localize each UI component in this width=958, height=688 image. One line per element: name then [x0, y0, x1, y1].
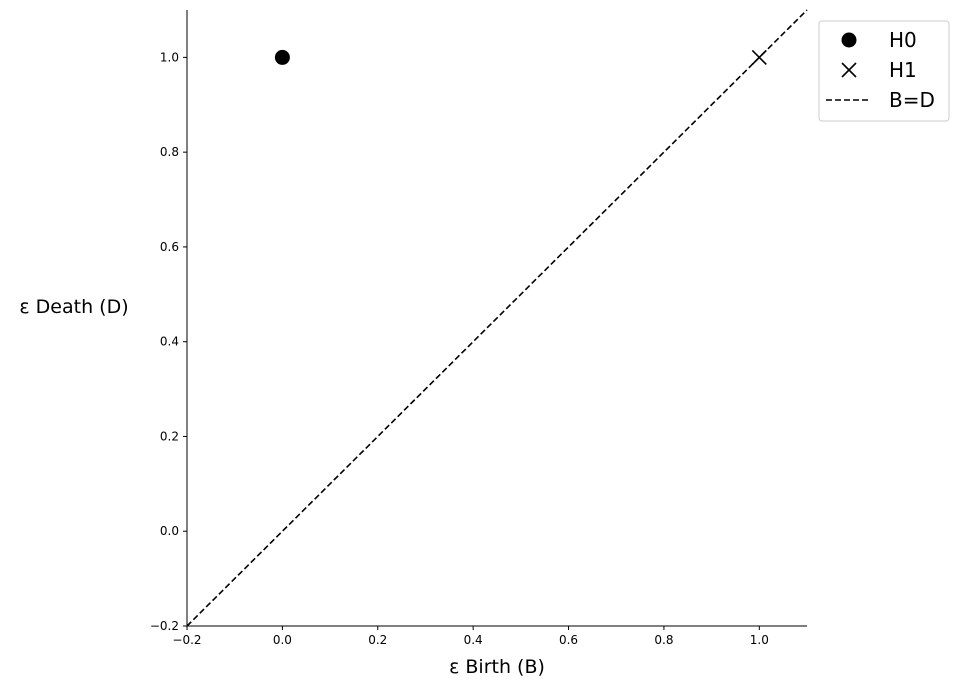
h0-point [274, 49, 290, 65]
x-tick-label: −0.2 [172, 633, 201, 647]
x-tick-label: 0.4 [464, 633, 483, 647]
x-axis-title: ε Birth (B) [449, 656, 545, 678]
axes [186, 10, 807, 627]
legend-h1-label: H1 [889, 58, 917, 82]
legend-bd-label: B=D [889, 88, 935, 112]
y-tick-label: 0.0 [160, 524, 179, 538]
legend-h1-marker [841, 62, 857, 78]
y-axis-title: ε Death (D) [19, 296, 128, 318]
plot-area [186, 9, 808, 627]
y-tick-label: 0.6 [160, 240, 179, 254]
y-tick-label: −0.2 [150, 619, 179, 633]
h1-point [751, 49, 767, 65]
y-tick-label: 0.8 [160, 145, 179, 159]
x-tick-label: 0.6 [559, 633, 578, 647]
x-tick-label: 1.0 [750, 633, 769, 647]
y-tick-label: 1.0 [160, 50, 179, 64]
y-tick-label: 0.4 [160, 335, 179, 349]
x-tick-label: 0.8 [654, 633, 673, 647]
legend: H0 H1 B=D [818, 20, 950, 122]
diagonal-b-equals-d-line [186, 9, 808, 627]
x-tick-label: 0.0 [273, 633, 292, 647]
y-axis-ticks: −0.2 0.0 0.2 0.4 0.6 0.8 1.0 [150, 50, 187, 633]
legend-h0-marker [841, 32, 857, 48]
legend-h0-label: H0 [889, 28, 917, 52]
y-tick-label: 0.2 [160, 429, 179, 443]
x-tick-label: 0.2 [368, 633, 387, 647]
x-axis-ticks: −0.2 0.0 0.2 0.4 0.6 0.8 1.0 [172, 626, 769, 647]
